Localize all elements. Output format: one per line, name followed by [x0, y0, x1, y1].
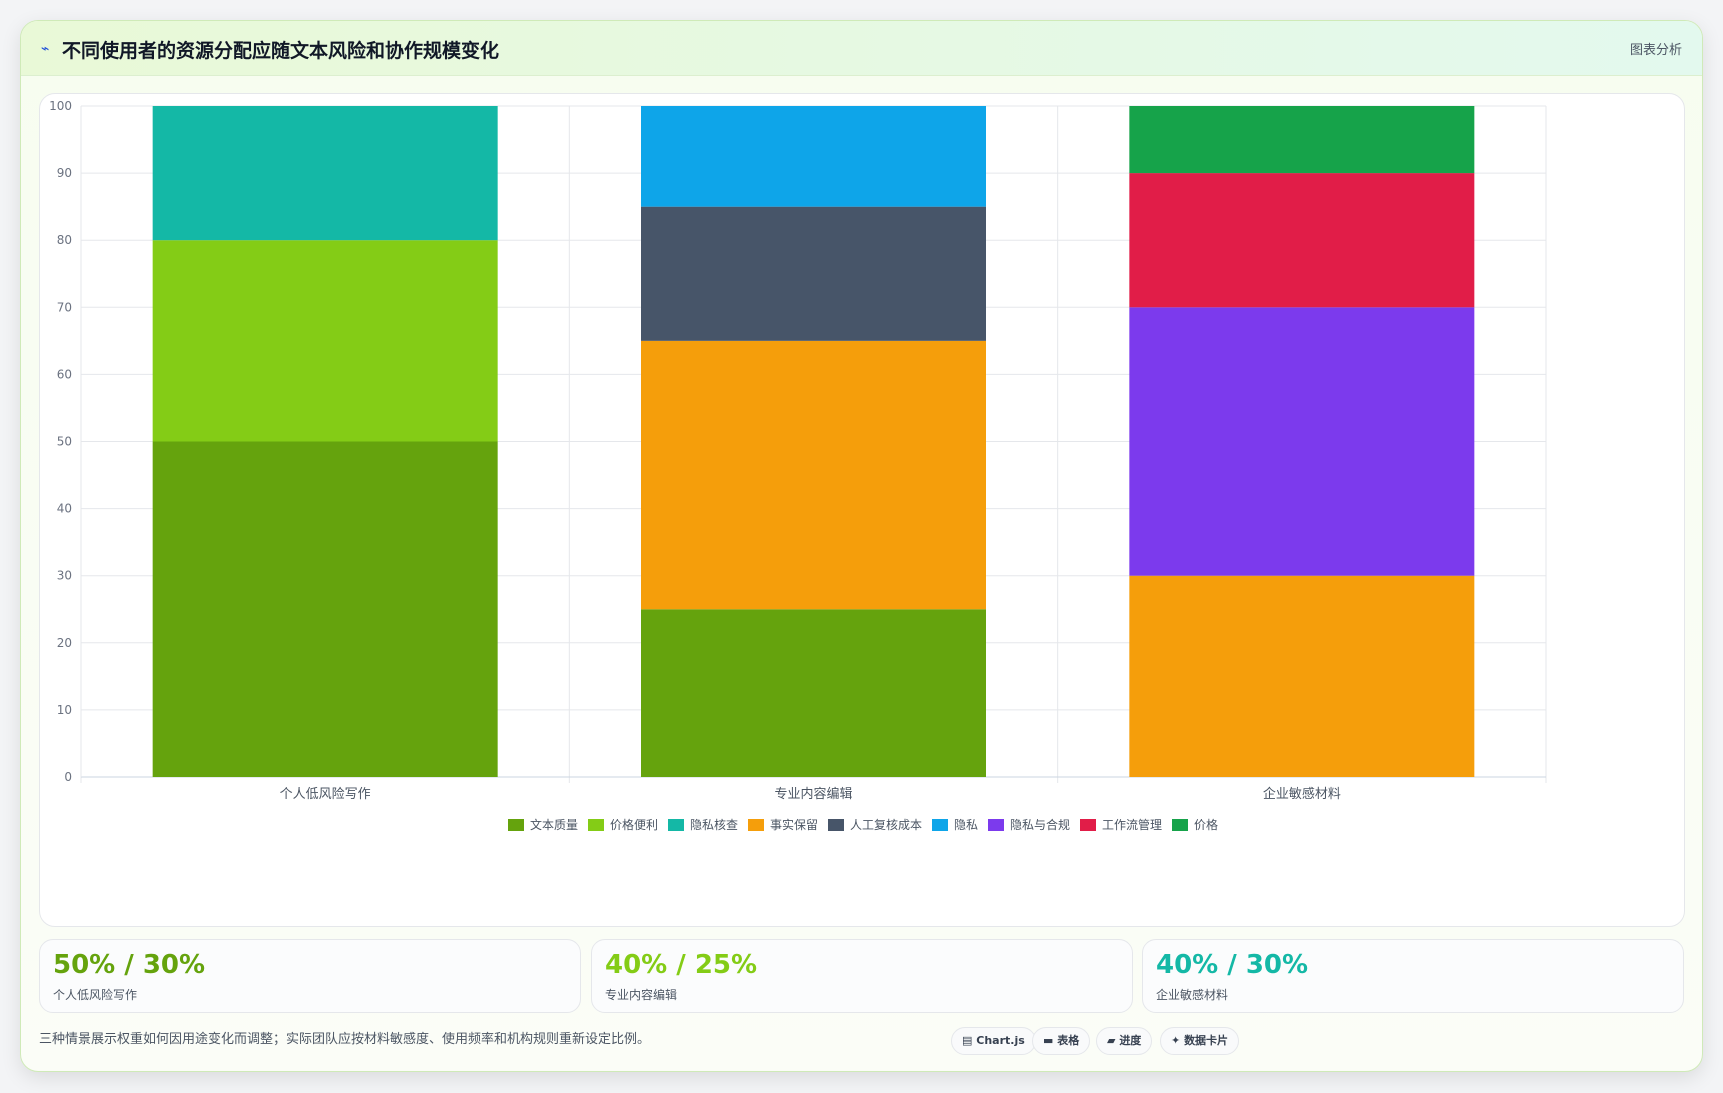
legend-swatch	[1172, 819, 1188, 831]
x-tick-label: 专业内容编辑	[774, 786, 852, 802]
bar-segment	[641, 106, 986, 207]
chart-title: 不同使用者的资源分配应随文本风险和协作规模变化	[62, 40, 500, 62]
y-tick-label: 40	[57, 502, 72, 516]
legend-swatch	[588, 819, 604, 831]
pill-label: 进度	[1119, 1034, 1142, 1047]
y-tick-label: 70	[57, 300, 72, 314]
y-tick-label: 20	[57, 636, 72, 650]
stat-label: 专业内容编辑	[605, 988, 678, 1002]
stacked-bar-chart: 0 10 20 30 40 50 60 70 80 90 100 个人低风险写作 专业内容编辑 企业敏感材…	[49, 99, 1547, 832]
bar-segment	[641, 609, 986, 777]
y-tick-label: 50	[57, 435, 72, 449]
stat-label: 个人低风险写作	[53, 988, 138, 1002]
legend-swatch	[988, 819, 1004, 831]
y-tick-label: 0	[64, 770, 72, 784]
legend-swatch	[828, 819, 844, 831]
bar-segment	[1129, 307, 1475, 576]
footnote: 三种情景展示权重如何因用途变化而调整；实际团队应按材料敏感度、使用频率和机构规则…	[39, 1032, 651, 1047]
legend-label: 文本质量	[530, 817, 578, 832]
legend-swatch	[668, 819, 684, 831]
pill-progress[interactable]: ▰ 进度	[1096, 1027, 1153, 1055]
stat-value: 40% / 25%	[605, 950, 758, 980]
stat-card-enterprise: 40% / 30% 企业敏感材料	[1142, 939, 1684, 1013]
chart-icon: ⌁	[41, 41, 50, 57]
progress-icon: ▰	[1107, 1034, 1116, 1047]
card-icon: ✦	[1171, 1034, 1181, 1047]
legend-label: 隐私与合规	[1010, 817, 1070, 832]
chart-card: ⌁ 不同使用者的资源分配应随文本风险和协作规模变化 图表分析 0 10 20 30 40…	[20, 20, 1703, 1072]
legend-label: 工作流管理	[1102, 817, 1162, 832]
bar-segment	[152, 240, 498, 442]
bar-segment	[641, 340, 986, 610]
stat-card-professional: 40% / 25% 专业内容编辑	[591, 939, 1133, 1013]
table-icon: ▬	[1043, 1034, 1054, 1047]
legend-swatch	[508, 819, 524, 831]
y-tick-label: 30	[57, 569, 72, 583]
bar-segment	[641, 206, 986, 341]
legend-label: 隐私核查	[690, 818, 738, 832]
pill-label: 数据卡片	[1184, 1034, 1229, 1047]
y-tick-label: 100	[49, 99, 72, 113]
legend-label: 事实保留	[770, 817, 818, 832]
x-tick-label: 个人低风险写作	[280, 787, 371, 802]
pill-chartjs[interactable]: ▤ Chart.js	[951, 1027, 1036, 1055]
y-tick-label: 90	[57, 166, 72, 180]
legend-swatch	[932, 819, 948, 831]
legend-label: 人工复核成本	[850, 818, 922, 832]
y-tick-label: 80	[57, 233, 72, 247]
x-tick-label: 企业敏感材料	[1263, 786, 1341, 802]
legend-swatch	[1080, 819, 1096, 831]
chart-icon: ▤	[962, 1034, 973, 1047]
pill-data-card[interactable]: ✦ 数据卡片	[1160, 1027, 1240, 1055]
legend-label: 隐私	[954, 818, 978, 832]
legend-label: 价格便利	[610, 817, 658, 832]
bar-segment	[1129, 106, 1475, 174]
card-header: ⌁ 不同使用者的资源分配应随文本风险和协作规模变化 图表分析	[21, 21, 1702, 76]
bar-segment	[1129, 575, 1475, 777]
stat-value: 40% / 30%	[1156, 950, 1309, 980]
y-tick-label: 10	[57, 703, 72, 717]
analysis-tag[interactable]: 图表分析	[1629, 43, 1682, 58]
pill-table[interactable]: ▬ 表格	[1032, 1027, 1091, 1055]
pill-label: 表格	[1057, 1034, 1080, 1047]
y-tick-label: 60	[57, 367, 72, 381]
chart-area: 0 10 20 30 40 50 60 70 80 90 100 个人低风险写作 专业内容编辑 企业敏感材…	[39, 93, 1685, 927]
stat-value: 50% / 30%	[53, 950, 206, 980]
legend-swatch	[748, 819, 764, 831]
pill-label: Chart.js	[976, 1034, 1025, 1047]
legend-label: 价格	[1194, 817, 1218, 832]
bar-segment	[1129, 173, 1475, 308]
bar-segment	[152, 441, 498, 777]
bar-segment	[152, 106, 498, 241]
stat-card-personal: 50% / 30% 个人低风险写作	[39, 939, 581, 1013]
stat-label: 企业敏感材料	[1156, 988, 1229, 1002]
